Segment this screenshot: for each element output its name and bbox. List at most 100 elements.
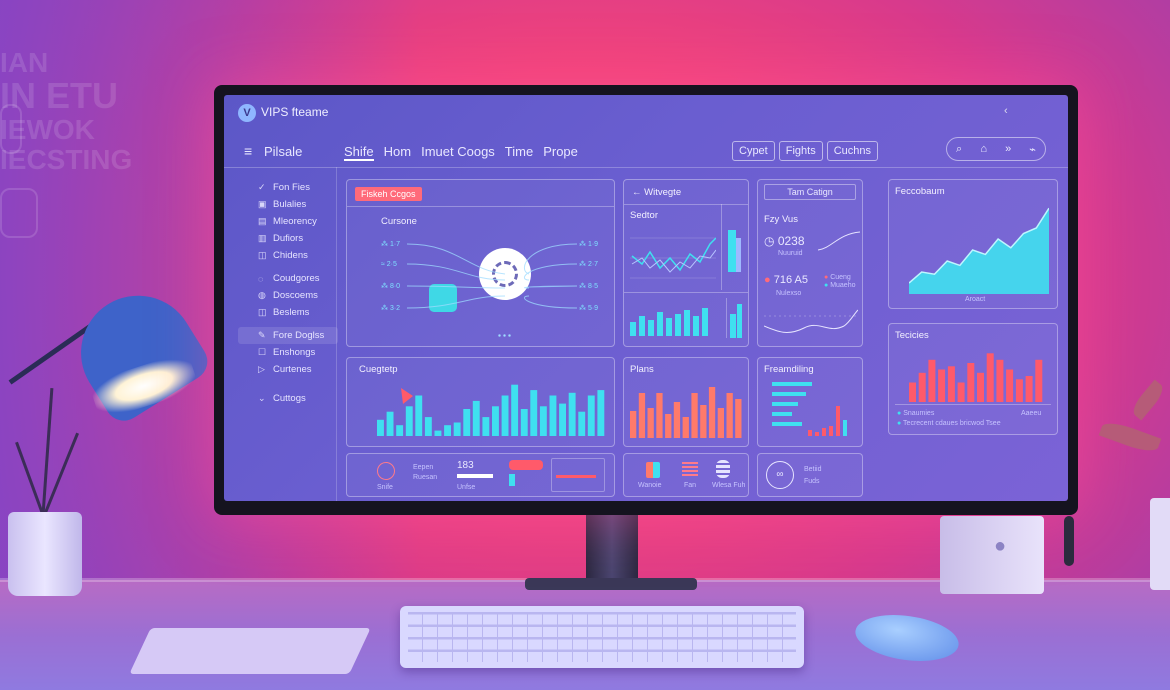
title-bar: V VIPS fteame ‹ [224, 95, 1068, 131]
chart-bar [666, 318, 672, 336]
chart-bar [1025, 376, 1033, 402]
shield-icon[interactable] [646, 462, 660, 478]
sidebar-item[interactable]: ⌄ Cuttogs [238, 390, 338, 407]
compare-chart [377, 384, 605, 436]
pen-icon[interactable] [377, 462, 395, 480]
chart-bar [1035, 359, 1043, 402]
stats-value-1-caption: Nuuruid [778, 250, 803, 257]
sidebar-item[interactable]: ▥ Dufiors [238, 230, 338, 247]
chart-bar [808, 430, 812, 436]
database-icon[interactable] [716, 460, 730, 478]
tab-shife[interactable]: Shife [344, 144, 374, 161]
top-nav: ≡ Pilsale Shife Hom Imuet Coogs Time Pro… [224, 137, 1068, 167]
pill-cypet[interactable]: Cypet [732, 141, 775, 161]
play-icon: ▷ [258, 364, 265, 374]
infinity-icon[interactable]: ∞ [766, 461, 794, 489]
stats-value-2-text: 716 A5 [773, 274, 808, 286]
stats-title[interactable]: Tam Catign [764, 184, 856, 200]
chart-bar [702, 308, 708, 336]
share-icon[interactable]: ⌁ [1029, 143, 1036, 156]
sidebar-item[interactable]: ▷ Curtenes [238, 361, 338, 378]
side-device [1064, 516, 1074, 566]
monitor-stand [586, 515, 638, 585]
home-icon[interactable]: ⌂ [980, 143, 987, 155]
tab-imuet-coogs[interactable]: Imuet Coogs [421, 144, 495, 159]
widget-title: ← Witvegte [632, 187, 681, 198]
chart-bar [434, 430, 442, 436]
widget-bar [736, 238, 741, 272]
chart-bar [996, 359, 1004, 402]
pager-dots[interactable] [497, 334, 513, 337]
chart-bar [665, 414, 672, 438]
chevron-left-icon[interactable]: ‹ [1004, 105, 1008, 117]
stats-value-1-text: 0238 [777, 234, 805, 248]
chart-bar [587, 395, 595, 436]
chart-bar [822, 428, 826, 436]
chart-bar [675, 314, 681, 336]
sidebar-item-active[interactable]: ✎ Fore Doglss [238, 327, 338, 344]
box-icon: ☐ [258, 347, 267, 357]
tab-time[interactable]: Time [504, 144, 534, 159]
dot-icon: ● [897, 420, 904, 427]
filter-pills: Cypet Fights Cuchns [732, 141, 879, 161]
sidebar-item[interactable]: ◫ Chidens [238, 247, 338, 264]
menu-icon[interactable]: ≡ [244, 143, 253, 159]
compare-panel: Cuegtetp [346, 357, 615, 447]
chart-bar [730, 314, 736, 338]
sidebar: ✓ Fon Fies ▣ Bulalies ▤ Mleorency ▥ Dufiors … [238, 179, 338, 407]
sidebar-item[interactable]: ✓ Fon Fies [238, 179, 338, 196]
widget-left-title: Sedtor [630, 210, 658, 221]
tab-hom[interactable]: Hom [383, 144, 412, 159]
svg-text:⁂ 5·9: ⁂ 5·9 [579, 304, 598, 312]
sidebar-divider [336, 167, 337, 501]
sidebar-item-label: Doscoems [273, 290, 318, 301]
heat-chart [909, 353, 1043, 402]
chart-bar [415, 395, 423, 436]
chart-bar [717, 408, 724, 438]
search-icon[interactable]: ⌕ [956, 142, 963, 155]
plane-title: Plans [630, 364, 654, 375]
sidebar-item[interactable]: ▣ Bulalies [238, 196, 338, 213]
tab-prope[interactable]: Prope [543, 144, 578, 159]
chart-bar [708, 387, 716, 438]
footer3-label-2: Fuds [804, 478, 820, 485]
svg-text:⁂ 3·2: ⁂ 3·2 [381, 304, 400, 312]
footer-caption-1: Snife [377, 484, 393, 491]
heat-legend-1: ● Snaumies [897, 410, 934, 417]
svg-text:⁂ 1·9: ⁂ 1·9 [579, 240, 598, 248]
footer-bar [457, 474, 493, 478]
sidebar-item[interactable]: ◍ Doscoems [238, 287, 338, 304]
sidebar-item[interactable]: ▤ Mleorency [238, 213, 338, 230]
footer-small: Eepen [413, 464, 434, 471]
pill-cuchns[interactable]: Cuchns [826, 141, 879, 161]
plant-pot-right [1150, 498, 1170, 590]
pill-fights[interactable]: Fights [778, 141, 823, 161]
freq-hbar [772, 412, 792, 416]
chart-bar [463, 409, 471, 436]
sidebar-item[interactable]: ◫ Beslems [238, 304, 338, 321]
sidebar-item-label: Curtenes [273, 364, 312, 375]
chart-bar [836, 406, 840, 436]
stats-legend-2: ● Muaeho [824, 282, 855, 289]
widget-sub-a: Sedtor [624, 204, 722, 290]
footer-badge[interactable] [509, 460, 543, 470]
list-icon[interactable] [682, 462, 698, 476]
keyboard [400, 606, 804, 668]
chart-bar [693, 316, 699, 336]
arrow-left-icon[interactable]: ← [632, 187, 645, 198]
footer2-caption-2: Fan [684, 482, 697, 489]
sidebar-item[interactable]: ◌ Coudgores [238, 270, 338, 287]
table-icon: ▥ [258, 233, 267, 243]
chart-bar [682, 417, 689, 438]
forward-icon[interactable]: » [1005, 143, 1012, 155]
monitor: V VIPS fteame ‹ ≡ Pilsale Shife Hom Imue… [214, 85, 1078, 515]
check-icon: ✓ [258, 182, 266, 192]
svg-text:≈ 2·5: ≈ 2·5 [381, 261, 397, 268]
stats-value-2: ● 716 A5 [764, 274, 808, 286]
sidebar-item[interactable]: ☐ Enshongs [238, 344, 338, 361]
chart-bar [684, 310, 690, 336]
chart-bar [657, 312, 663, 336]
chart-bar [472, 400, 480, 436]
widget-panel: ← Witvegte Sedtor [623, 179, 749, 347]
hub-tag[interactable]: Fiskeh Ccgos [355, 187, 422, 201]
